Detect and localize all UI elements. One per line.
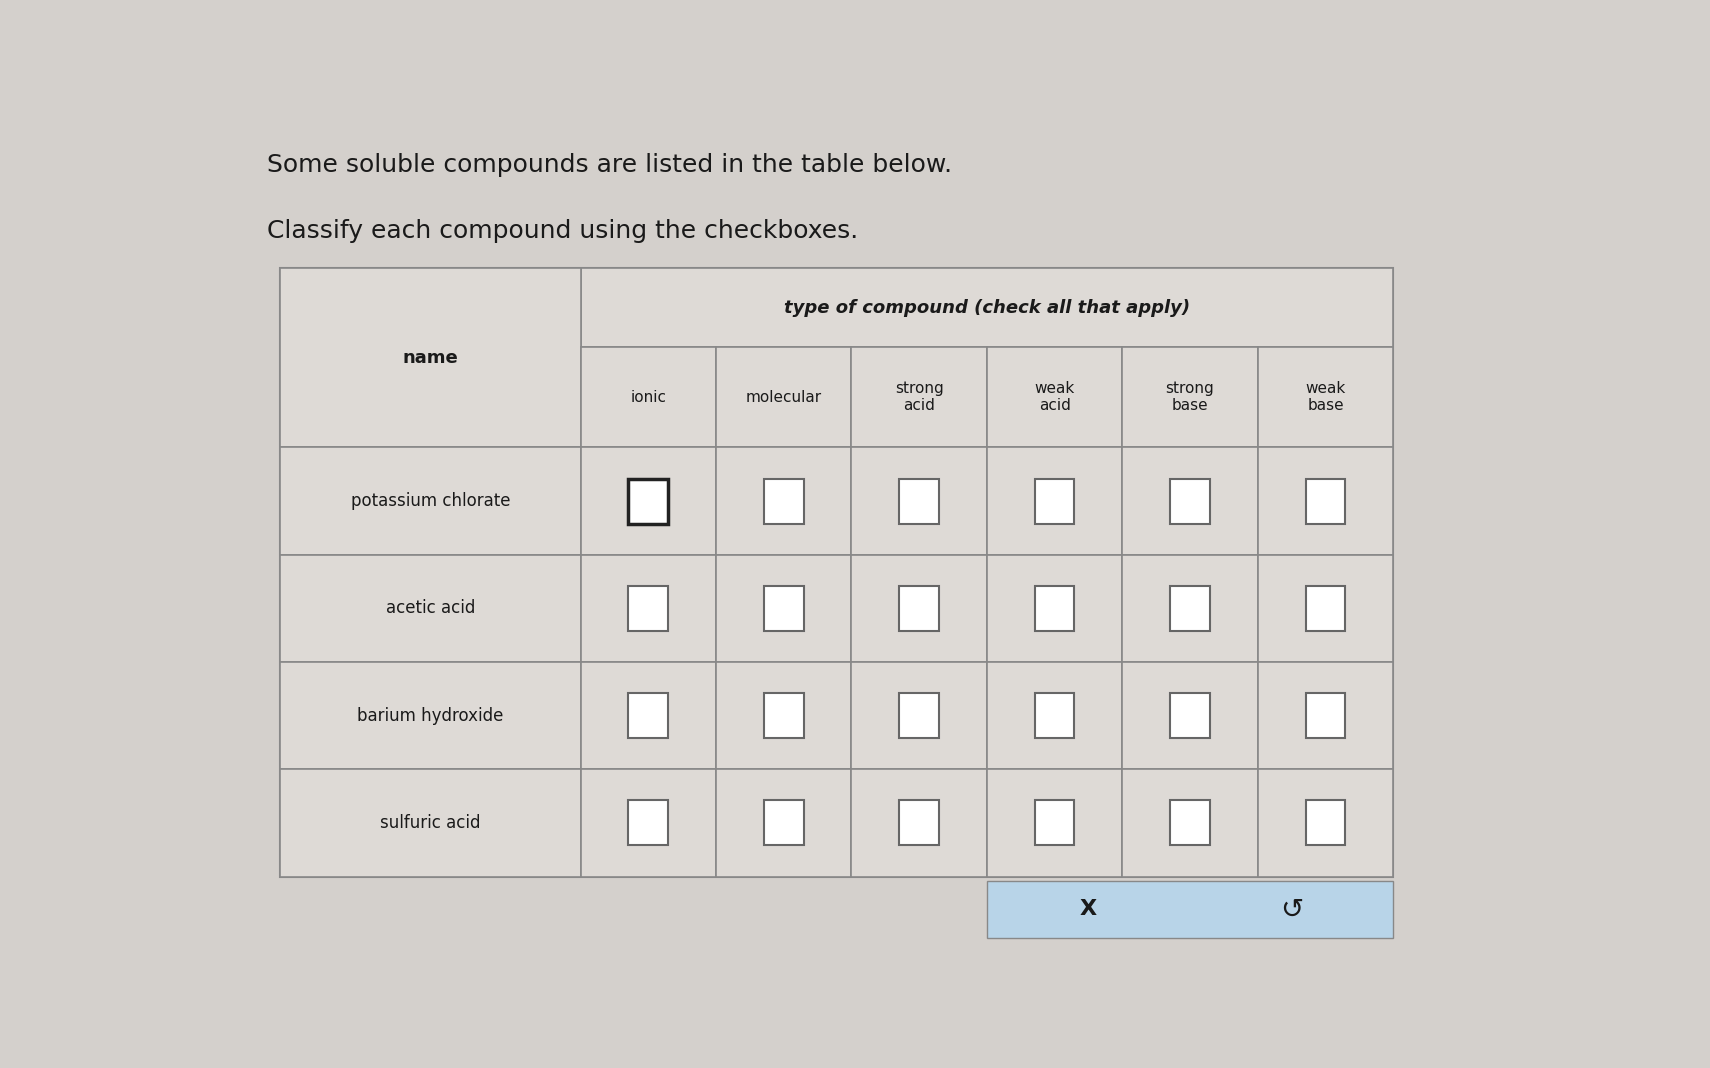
Bar [628,586,669,631]
Bar [1122,769,1259,877]
Bar [987,769,1122,877]
Bar [1170,478,1211,523]
Bar [1122,447,1259,554]
Bar [581,662,716,769]
Bar [852,769,987,877]
Bar [581,769,716,877]
Bar [1035,693,1074,738]
Bar [628,693,669,738]
Bar [280,268,1394,877]
Bar [280,554,581,662]
Text: weak
base: weak base [1305,381,1346,413]
Text: name: name [402,349,458,366]
Bar [716,769,852,877]
Bar [1306,800,1346,845]
Text: ionic: ionic [631,390,667,405]
Bar [716,347,852,447]
Bar [1122,662,1259,769]
Bar [987,662,1122,769]
Text: weak
acid: weak acid [1035,381,1076,413]
Bar [1306,693,1346,738]
Bar [716,447,852,554]
Bar [1259,554,1394,662]
Bar [716,662,852,769]
Bar [987,881,1394,938]
Bar [1035,586,1074,631]
Text: acetic acid: acetic acid [386,599,475,617]
Bar [764,693,804,738]
Text: Classify each compound using the checkboxes.: Classify each compound using the checkbo… [267,219,858,242]
Bar [987,554,1122,662]
Bar [1170,693,1211,738]
Bar [716,554,852,662]
Text: sulfuric acid: sulfuric acid [380,814,481,832]
Bar [1170,586,1211,631]
Bar [899,800,939,845]
Bar [1035,800,1074,845]
Bar [628,478,669,523]
Text: Some soluble compounds are listed in the table below.: Some soluble compounds are listed in the… [267,153,952,177]
Bar [1306,586,1346,631]
Bar [852,554,987,662]
Bar [852,347,987,447]
Bar [581,268,1394,347]
Text: molecular: molecular [746,390,823,405]
Bar [280,447,581,554]
Bar [581,554,716,662]
Bar [1259,447,1394,554]
Bar [899,693,939,738]
Bar [280,268,581,347]
Text: strong
acid: strong acid [894,381,944,413]
Text: strong
base: strong base [1166,381,1214,413]
Bar [1122,347,1259,447]
Text: type of compound (check all that apply): type of compound (check all that apply) [783,299,1190,316]
Bar [764,800,804,845]
Bar [280,662,581,769]
Text: barium hydroxide: barium hydroxide [357,707,503,724]
Bar [581,347,716,447]
Bar [852,447,987,554]
Bar [1306,478,1346,523]
Bar [987,447,1122,554]
Bar [987,347,1122,447]
Bar [1035,478,1074,523]
Bar [764,586,804,631]
Text: ↺: ↺ [1281,895,1303,924]
Bar [1122,554,1259,662]
Bar [280,769,581,877]
Text: potassium chlorate: potassium chlorate [351,492,510,511]
Bar [581,447,716,554]
Bar [280,268,581,447]
Bar [1170,800,1211,845]
Bar [628,800,669,845]
Bar [764,478,804,523]
Bar [899,586,939,631]
Bar [1259,347,1394,447]
Text: X: X [1081,899,1098,920]
Bar [1259,769,1394,877]
Bar [852,662,987,769]
Bar [899,478,939,523]
Bar [1259,662,1394,769]
